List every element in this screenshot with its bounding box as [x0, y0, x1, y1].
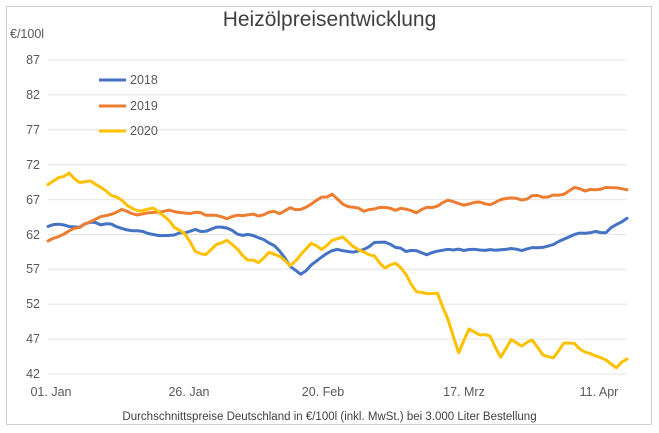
svg-text:62: 62 — [26, 228, 40, 242]
svg-text:2018: 2018 — [130, 73, 158, 87]
svg-text:01. Jan: 01. Jan — [30, 385, 71, 399]
svg-text:47: 47 — [26, 332, 40, 346]
svg-text:11. Apr: 11. Apr — [580, 385, 619, 399]
svg-text:67: 67 — [26, 193, 40, 207]
svg-text:87: 87 — [26, 53, 40, 67]
svg-text:72: 72 — [26, 158, 40, 172]
svg-text:42: 42 — [26, 367, 40, 381]
svg-text:26. Jan: 26. Jan — [168, 385, 209, 399]
svg-text:57: 57 — [26, 262, 40, 276]
svg-text:20. Feb: 20. Feb — [302, 385, 344, 399]
svg-text:2020: 2020 — [130, 124, 158, 138]
svg-text:77: 77 — [26, 123, 40, 137]
svg-text:82: 82 — [26, 88, 40, 102]
svg-text:17. Mrz: 17. Mrz — [443, 385, 485, 399]
svg-text:52: 52 — [26, 297, 40, 311]
svg-text:2019: 2019 — [130, 99, 158, 113]
svg-text:€/100l: €/100l — [10, 27, 44, 41]
